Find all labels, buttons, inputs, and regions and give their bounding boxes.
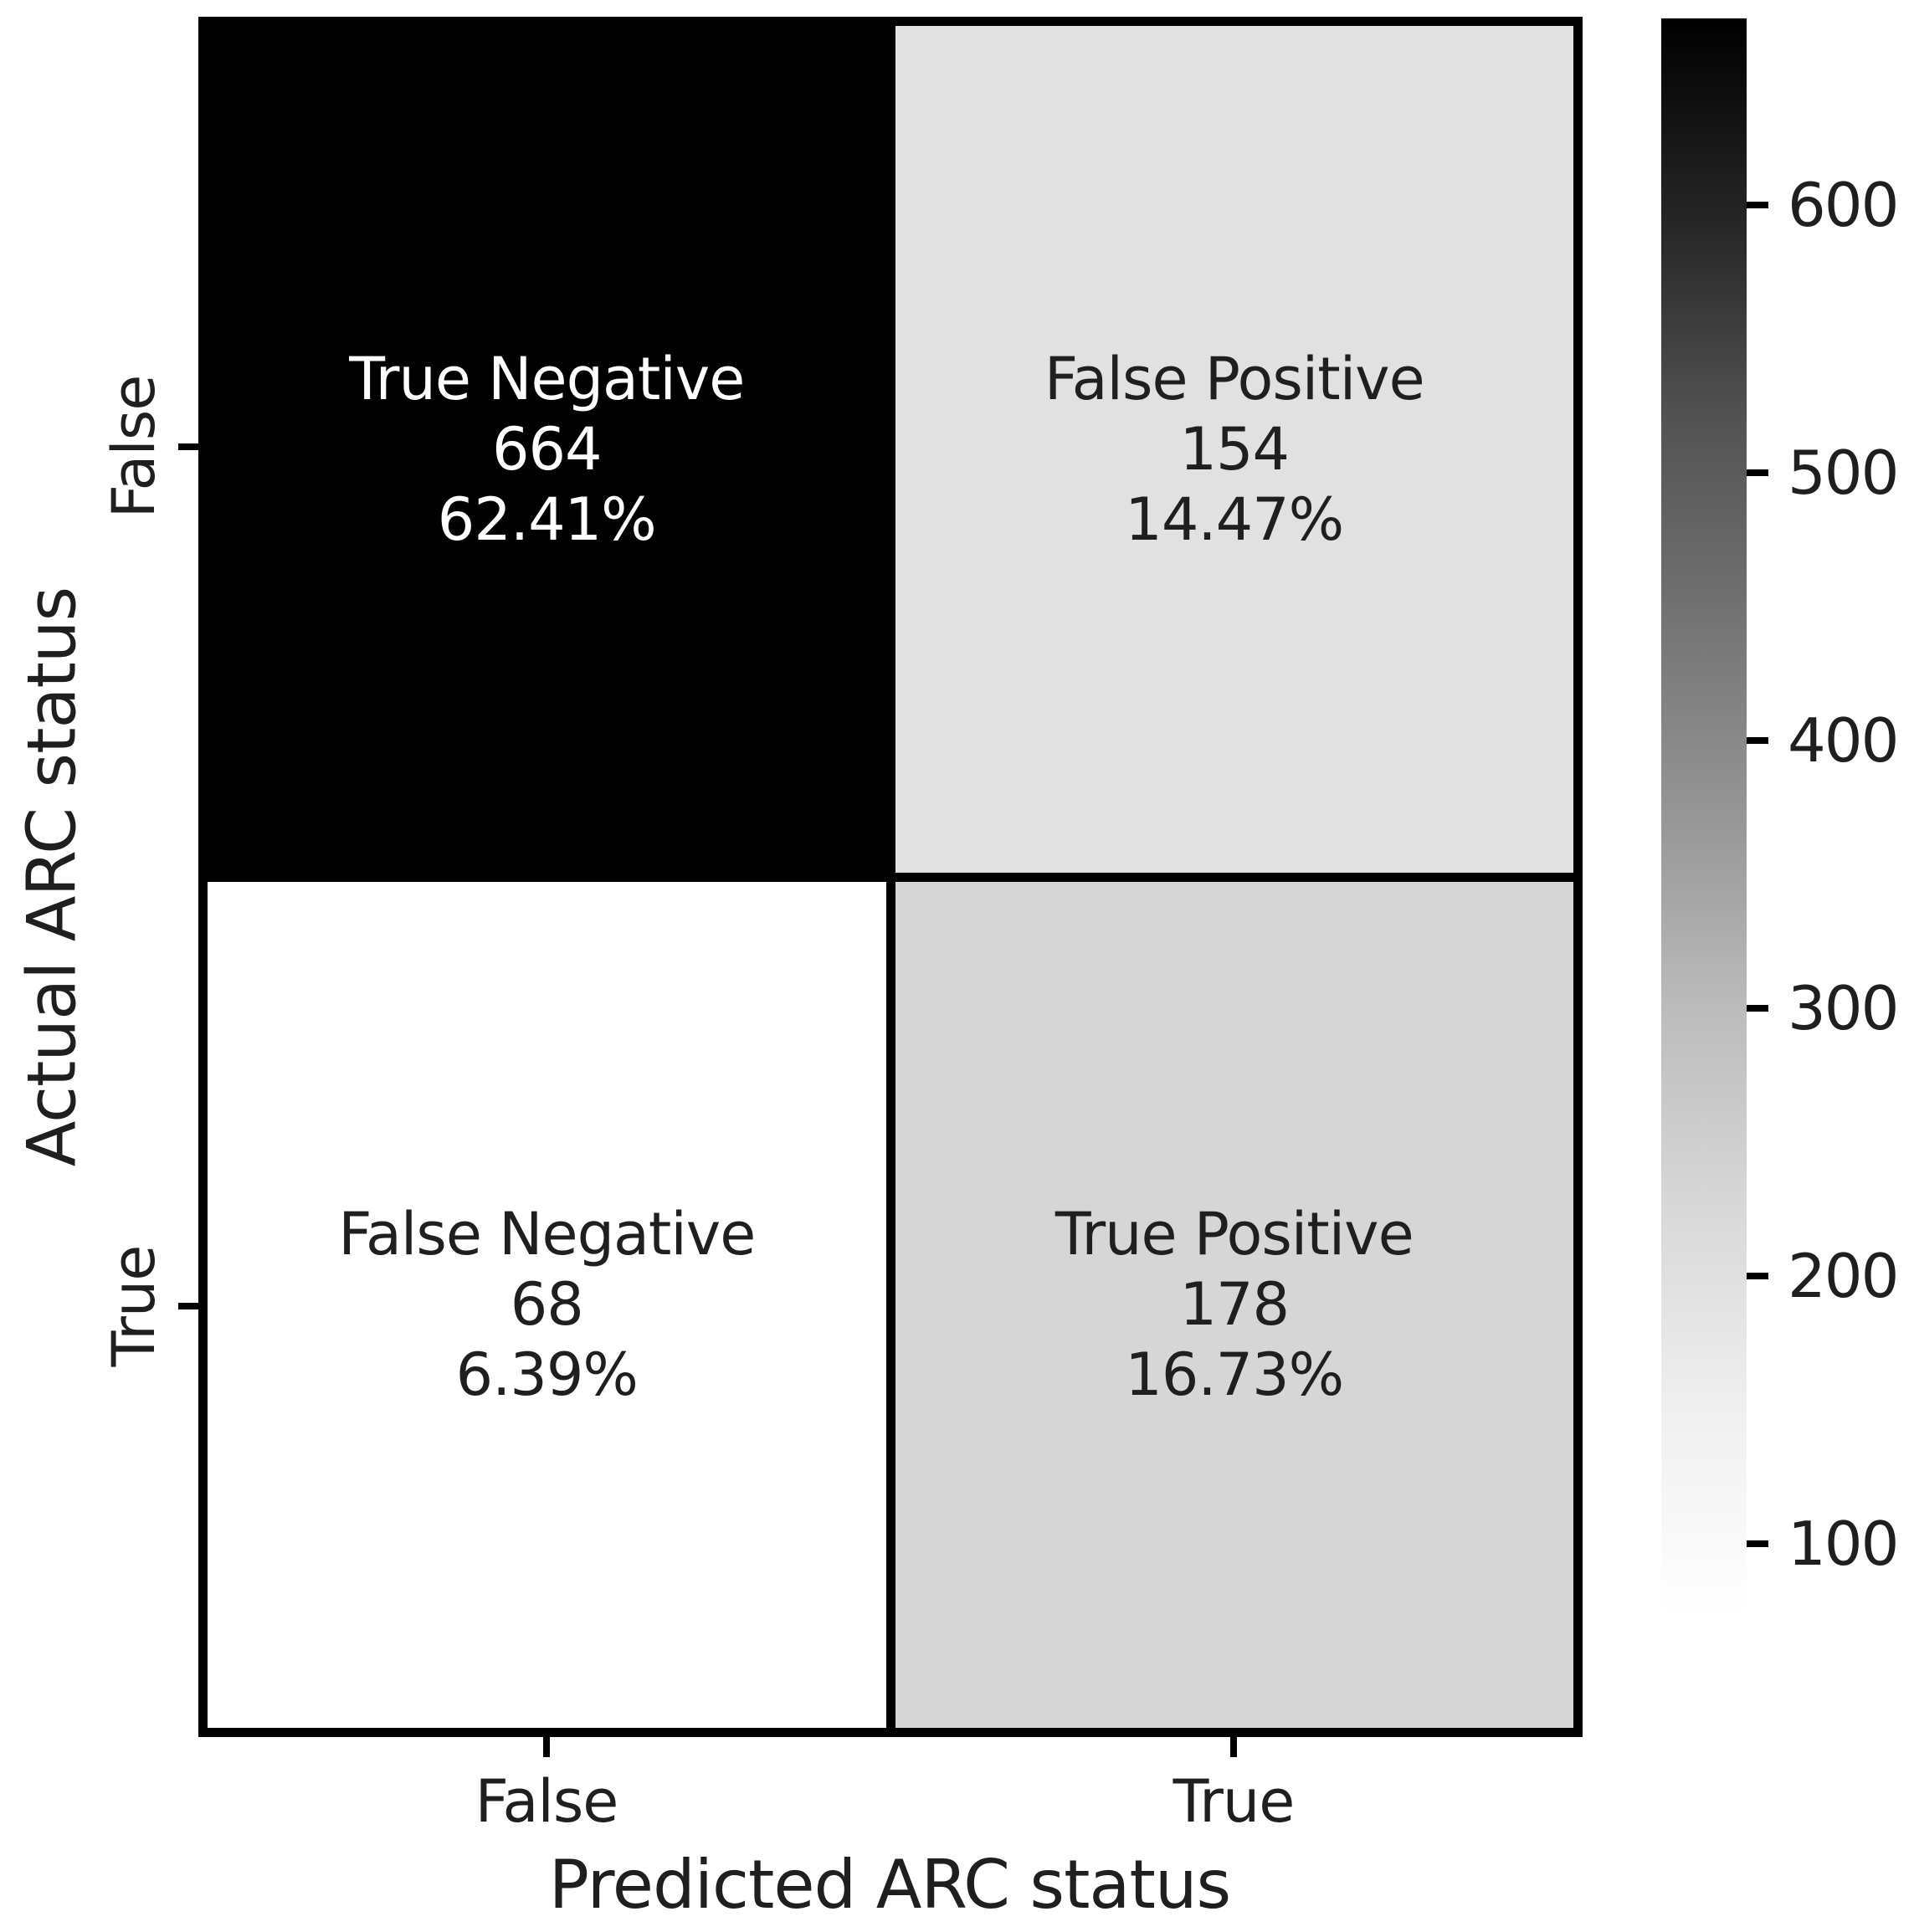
cell-true-negative: True Negative 664 62.41%: [208, 26, 886, 873]
cell-true-positive: True Positive 178 16.73%: [895, 881, 1573, 1728]
cell-label: True Positive: [1054, 1200, 1414, 1269]
x-axis-title: Predicted ARC status: [548, 1846, 1231, 1924]
x-tick-mark-false: [543, 1737, 550, 1757]
cell-false-positive: False Positive 154 14.47%: [895, 26, 1573, 873]
y-axis-title: Actual ARC status: [13, 587, 91, 1167]
colorbar-tick-label-200: 200: [1788, 1241, 1899, 1311]
heatmap-grid: True Negative 664 62.41% False Positive …: [198, 17, 1583, 1737]
y-tick-label-false: False: [100, 375, 168, 519]
colorbar-tick-mark-600: [1747, 202, 1768, 208]
colorbar: [1661, 18, 1747, 1615]
colorbar-tick-label-600: 600: [1788, 170, 1899, 240]
cell-label: True Negative: [349, 344, 745, 413]
cell-percent: 6.39%: [455, 1340, 639, 1410]
cell-count: 154: [1179, 414, 1290, 484]
y-tick-label-true: True: [100, 1245, 168, 1367]
colorbar-tick-label-400: 400: [1788, 705, 1899, 776]
cell-false-negative: False Negative 68 6.39%: [208, 881, 886, 1728]
colorbar-tick-mark-200: [1747, 1273, 1768, 1279]
colorbar-tick-label-300: 300: [1788, 973, 1899, 1043]
y-tick-mark-true: [178, 1303, 198, 1309]
cell-count: 178: [1179, 1270, 1290, 1340]
cell-percent: 62.41%: [437, 484, 657, 554]
colorbar-tick-mark-500: [1747, 469, 1768, 476]
colorbar-tick-mark-400: [1747, 737, 1768, 744]
colorbar-tick-mark-100: [1747, 1540, 1768, 1547]
cell-label: False Negative: [338, 1200, 756, 1269]
x-tick-label-true: True: [1173, 1767, 1296, 1836]
cell-count: 664: [491, 414, 603, 484]
x-tick-mark-true: [1230, 1737, 1237, 1757]
cell-percent: 14.47%: [1125, 484, 1344, 554]
cell-count: 68: [510, 1270, 584, 1340]
y-tick-mark-false: [178, 443, 198, 450]
colorbar-tick-label-500: 500: [1788, 438, 1899, 508]
cell-label: False Positive: [1044, 344, 1425, 413]
x-tick-label-false: False: [475, 1767, 619, 1836]
colorbar-tick-mark-300: [1747, 1005, 1768, 1012]
colorbar-tick-label-100: 100: [1788, 1509, 1899, 1579]
cell-percent: 16.73%: [1125, 1340, 1344, 1410]
